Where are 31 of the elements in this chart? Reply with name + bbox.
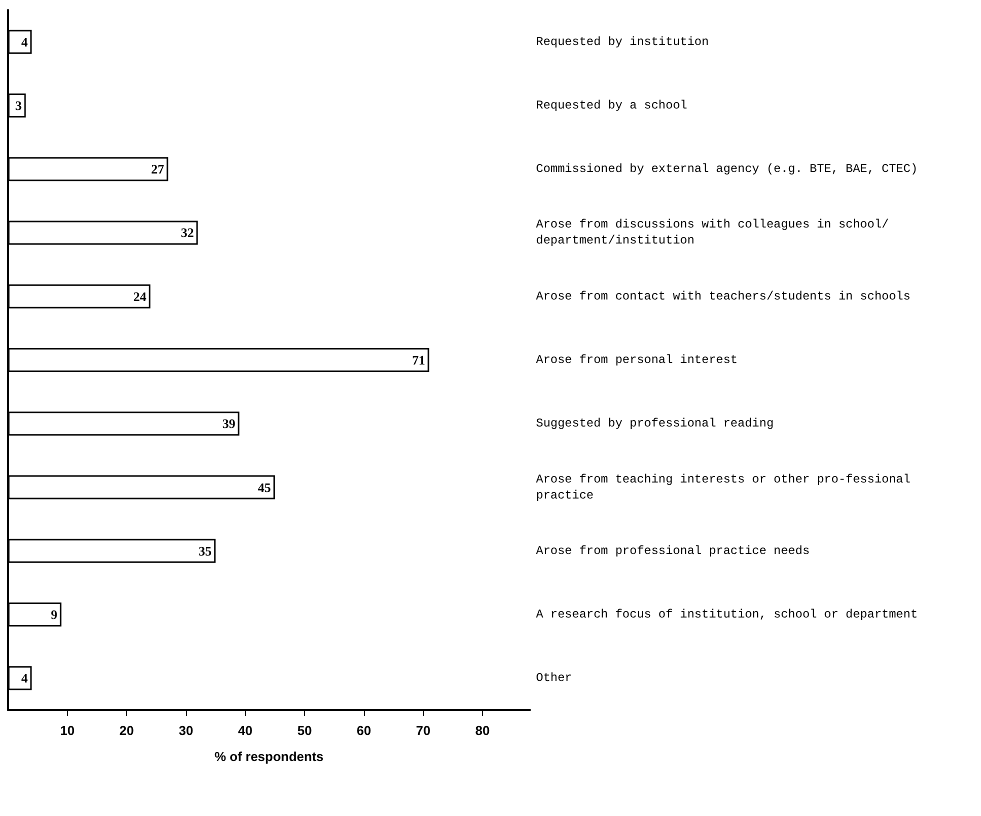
data-label: 39	[222, 416, 236, 432]
data-label: 32	[180, 225, 194, 240]
data-label: 27	[151, 162, 165, 177]
y-tick-label: Suggested by professional reading	[536, 416, 774, 431]
y-tick-label: A research focus of institution, school or department	[536, 608, 918, 622]
data-label: 71	[412, 352, 426, 368]
data-label: 4	[21, 34, 28, 50]
x-tick-label: 10	[60, 723, 75, 738]
x-tick-label: 60	[356, 723, 372, 738]
y-tick-label: Other	[536, 671, 572, 686]
data-label: 35	[198, 543, 212, 558]
x-tick-label: 80	[475, 723, 490, 738]
y-tick-label: Requested by institution	[536, 34, 709, 49]
x-tick-label: 50	[297, 723, 312, 738]
x-tick-label: 20	[119, 723, 134, 738]
y-tick-label: Arose from contact with teachers/students in schools	[536, 289, 910, 304]
y-tick-label: Arose from teaching interests or other pro-fessional practice	[536, 472, 918, 502]
y-tick-label: Arose from discussions with colleagues in school/department/institution	[536, 218, 889, 248]
data-label: 9	[50, 607, 58, 622]
x-tick-label: 30	[178, 723, 194, 738]
x-tick-label: 70	[416, 723, 430, 738]
y-tick-label: Arose from professional practice needs	[536, 544, 810, 558]
x-axis-title: % of respondents	[214, 749, 324, 764]
data-label: 3	[15, 98, 22, 113]
data-label: 45	[258, 480, 272, 495]
x-tick-label: 40	[238, 723, 253, 738]
y-tick-label: Requested by a school	[536, 98, 688, 112]
data-label: 24	[133, 288, 147, 304]
data-label: 4	[21, 670, 28, 686]
y-tick-label: Commissioned by external agency (e.g. BTE, BAE, CTEC)	[536, 162, 918, 176]
y-tick-label: Arose from personal interest	[536, 353, 738, 367]
